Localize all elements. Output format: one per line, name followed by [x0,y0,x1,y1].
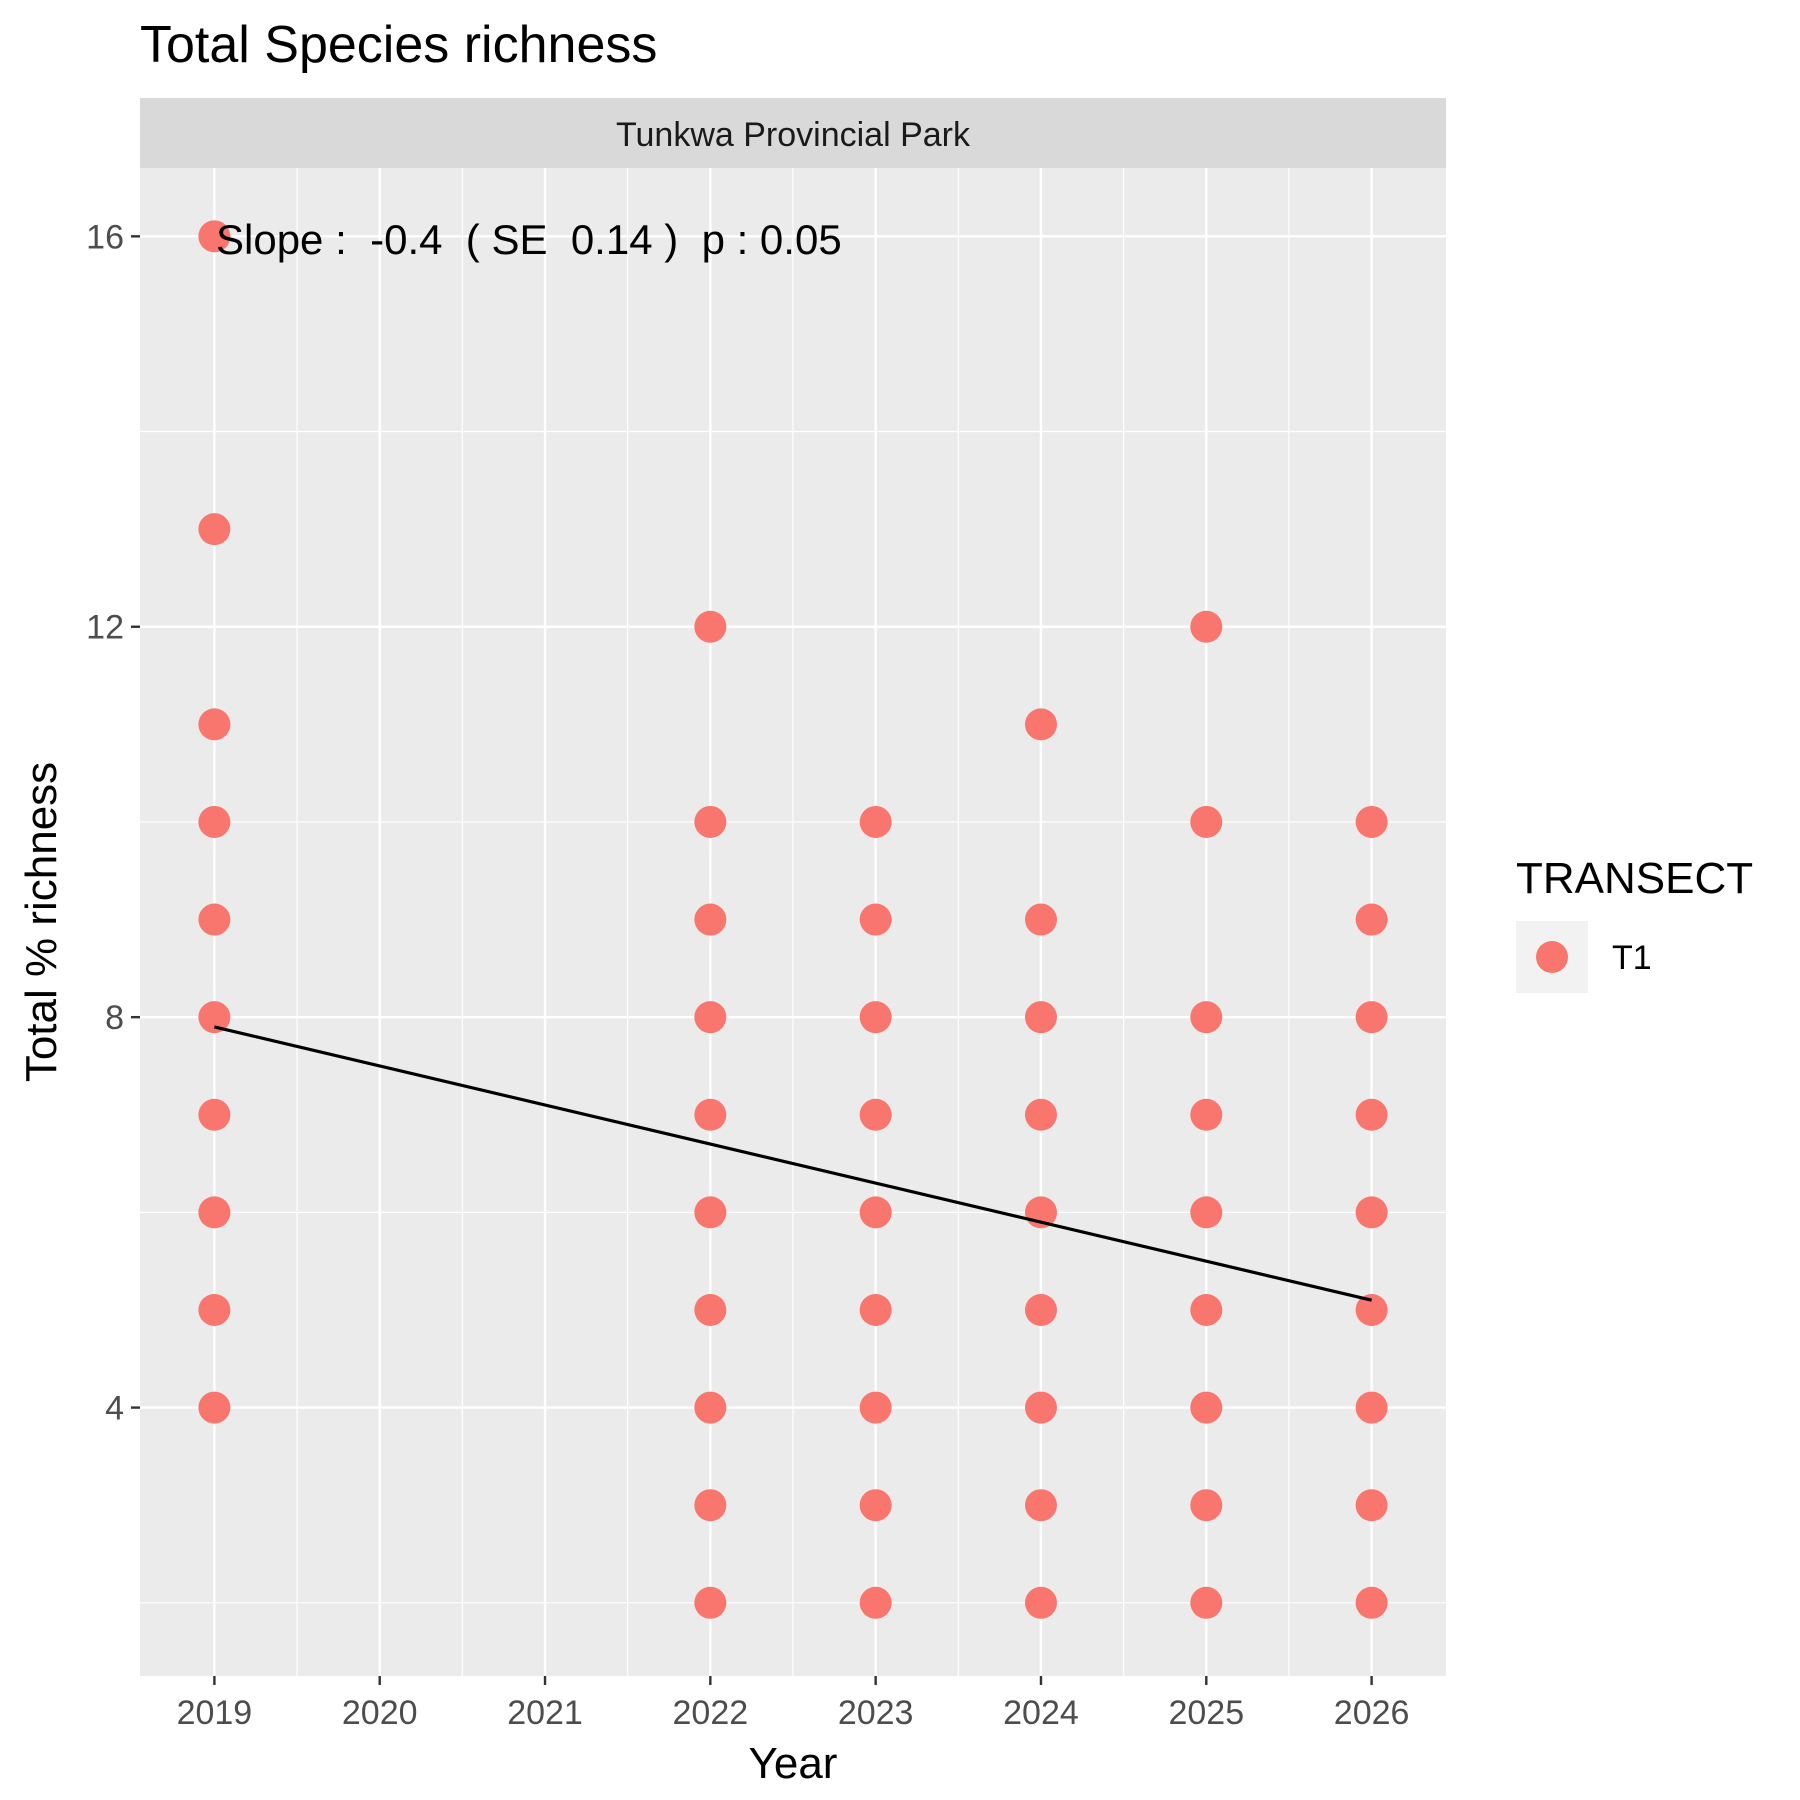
x-tick-label: 2023 [838,1694,914,1732]
legend-key-point [1536,941,1568,973]
data-point [1355,1489,1388,1522]
data-point [859,1489,892,1522]
y-axis-title: Total % richness [17,762,66,1082]
data-point [1024,708,1057,741]
data-point [1190,1586,1223,1619]
data-point [859,1293,892,1326]
data-point [1190,1001,1223,1034]
y-axis: 4 8 12 16 [86,218,140,1428]
data-point [859,1196,892,1229]
legend-title: TRANSECT [1516,854,1753,903]
data-point [694,1001,727,1034]
data-point [859,805,892,838]
data-point [859,1001,892,1034]
data-point [694,1391,727,1424]
x-tick-label: 2020 [342,1694,418,1732]
y-tick-label: 12 [86,609,124,647]
data-point [1190,1293,1223,1326]
data-point [198,708,231,741]
legend-label-t1: T1 [1612,939,1652,977]
data-point [859,903,892,936]
trend-line-group [214,1025,1372,1302]
x-tick-label: 2019 [177,1694,253,1732]
panel-label: Tunkwa Provincial Park [616,116,971,154]
data-point [1355,1293,1388,1326]
data-point [1024,903,1057,936]
x-tick-label: 2022 [673,1694,749,1732]
data-point [694,805,727,838]
data-point [198,1391,231,1424]
data-point [1190,1098,1223,1131]
x-tick-label: 2024 [1003,1694,1079,1732]
chart-title: Total Species richness [140,16,657,74]
data-point [859,1098,892,1131]
data-point [1024,1293,1057,1326]
data-point [198,805,231,838]
data-points [198,220,1388,1619]
data-point [1355,1586,1388,1619]
x-axis-title: Year [749,1739,838,1788]
data-point [694,1489,727,1522]
y-tick-label: 16 [86,218,124,256]
data-point [1024,1001,1057,1034]
grid-minor [140,168,1446,1676]
data-point [198,1098,231,1131]
data-point [1190,1391,1223,1424]
y-tick-label: 4 [105,1390,124,1428]
data-point [694,1098,727,1131]
x-axis: 2019 2020 2021 2022 2023 2024 2025 2026 [177,1676,1410,1732]
x-tick-label: 2021 [507,1694,583,1732]
data-point [1355,903,1388,936]
data-point [1355,1098,1388,1131]
x-tick-label: 2025 [1168,1694,1244,1732]
y-tick-label: 8 [105,999,124,1037]
data-point [1024,1098,1057,1131]
data-point [1190,1196,1223,1229]
data-point [694,1196,727,1229]
data-point [1190,805,1223,838]
data-point [859,1586,892,1619]
data-point [694,903,727,936]
data-point [694,1586,727,1619]
data-point [1024,1489,1057,1522]
data-point [859,1391,892,1424]
slope-annotation: Slope : -0.4 ( SE 0.14 ) p : 0.05 [216,216,842,263]
data-point [694,1293,727,1326]
data-point [1355,1001,1388,1034]
data-point [1190,610,1223,643]
data-point [198,1293,231,1326]
x-tick-label: 2026 [1334,1694,1410,1732]
data-point [198,903,231,936]
data-point [1190,1489,1223,1522]
panel-strip [140,98,1446,168]
data-point [1355,1196,1388,1229]
data-point [198,1196,231,1229]
data-point [1024,1391,1057,1424]
trend-line [214,1025,1372,1302]
data-point [198,1001,231,1034]
data-point [1355,805,1388,838]
data-point [1024,1586,1057,1619]
data-point [198,220,231,253]
data-point [1355,1391,1388,1424]
data-point [198,513,231,546]
data-point [694,610,727,643]
